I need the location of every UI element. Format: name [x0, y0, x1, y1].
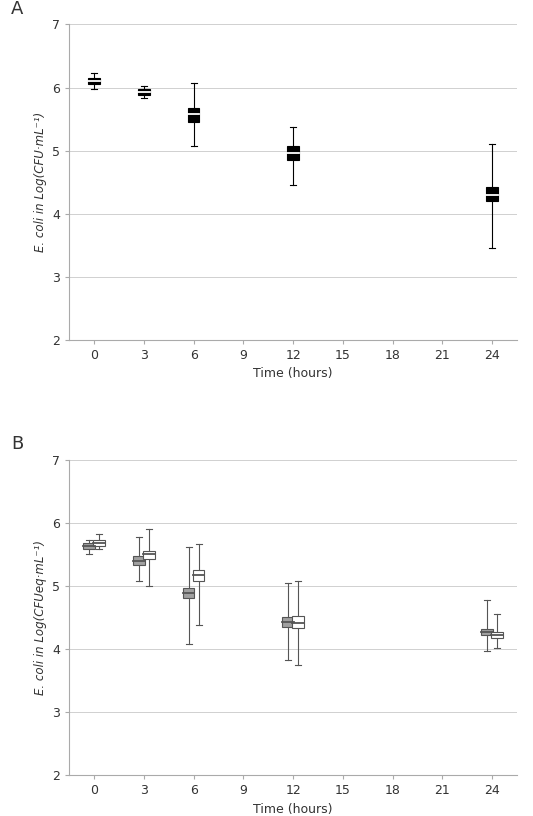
Bar [282, 618, 294, 627]
X-axis label: Time (hours): Time (hours) [253, 803, 333, 816]
Bar [143, 551, 155, 559]
Bar [93, 540, 105, 546]
Text: B: B [11, 436, 23, 454]
Bar [188, 108, 199, 122]
Bar [138, 90, 150, 95]
Bar [133, 557, 145, 565]
X-axis label: Time (hours): Time (hours) [253, 367, 333, 380]
Y-axis label: E. coli in Log(CFUeq·mL⁻¹): E. coli in Log(CFUeq·mL⁻¹) [34, 540, 47, 695]
Bar [491, 632, 503, 638]
Text: A: A [11, 0, 23, 18]
Bar [481, 629, 493, 635]
Bar [287, 146, 299, 160]
Y-axis label: E. coli in Log(CFU·mL⁻¹): E. coli in Log(CFU·mL⁻¹) [34, 112, 47, 252]
Bar [183, 588, 195, 598]
Bar [83, 543, 95, 549]
Bar [193, 570, 205, 581]
Bar [292, 616, 304, 628]
Bar [88, 78, 100, 84]
Bar [486, 187, 498, 201]
